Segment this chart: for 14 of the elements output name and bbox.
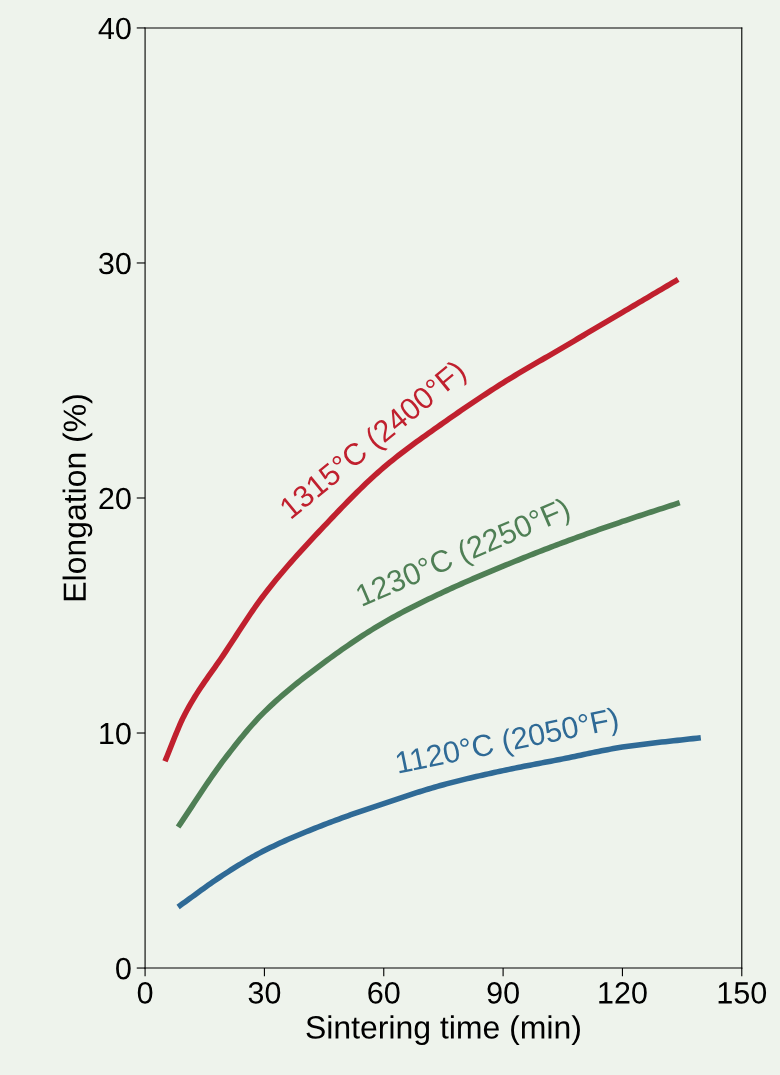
x-tick-label: 30 <box>248 982 281 1004</box>
y-tick-label: 10 <box>100 722 131 745</box>
y-tick-label: 40 <box>98 17 131 40</box>
y-tick-label: 20 <box>99 487 131 510</box>
x-tick-label: 90 <box>487 982 519 1004</box>
y-tick-label: 30 <box>99 252 131 275</box>
x-tick-label: 150 <box>718 982 767 1004</box>
y-tick-label: 0 <box>116 957 131 980</box>
x-axis-title: Sintering time (min) <box>306 1015 580 1046</box>
y-axis-title: Elongation (%) <box>62 395 93 601</box>
x-tick-label: 60 <box>368 982 400 1004</box>
x-tick-label: 0 <box>137 982 153 1004</box>
x-tick-label: 120 <box>599 982 647 1004</box>
annotation: 1120°C (2050°F) <box>395 706 620 780</box>
